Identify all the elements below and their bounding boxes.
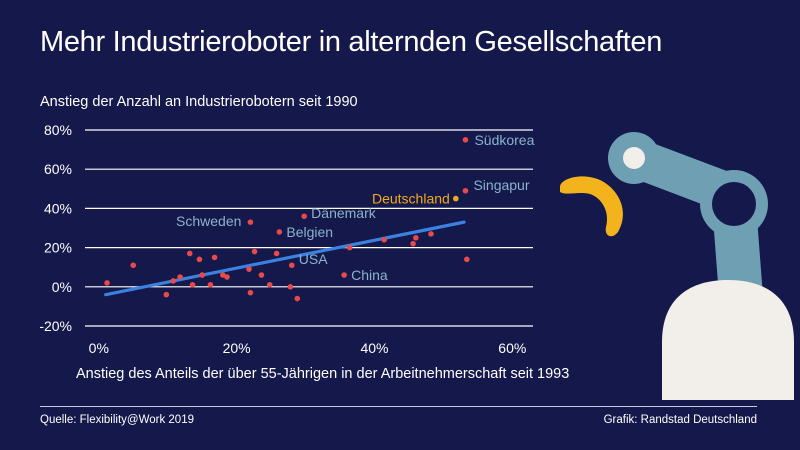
data-point [177,274,183,280]
data-point [186,250,193,257]
data-point [211,254,218,261]
point-label: Dänemark [311,205,377,221]
gripper-icon [560,176,623,237]
data-point [104,280,110,286]
point-label: China [351,267,388,283]
data-point [287,284,294,290]
x-axis-label: Anstieg des Anteils der über 55-Jährigen… [76,366,569,382]
data-point [207,282,214,288]
point-label: USA [299,251,328,267]
point-labels: Belgien Schweden USA Dänemark China Deutschla… [176,132,535,283]
footer-divider [40,406,757,407]
data-point [251,248,258,255]
data-point [273,250,280,257]
point-label: Singapur [473,177,529,193]
data-point [266,282,273,288]
page-title: Mehr Industrieroboter in alternden Gesel… [40,26,663,58]
y-tick-label: 60% [44,161,72,177]
data-point [170,278,177,284]
point-label: Südkorea [474,132,534,148]
robot-base [662,280,794,400]
trendline-group [104,220,466,297]
trendline [104,220,466,297]
y-tick-label: -20% [39,318,72,334]
data-point-belgien [276,229,283,235]
data-point [413,235,419,241]
y-tick-label: 20% [44,240,72,256]
x-tick-label: 60% [498,340,526,356]
data-point-dänemark [301,213,307,220]
data-point-china [341,272,347,278]
data-point [294,295,301,302]
x-axis-ticks: 0% 20% 40% 60% [89,340,527,356]
data-points [104,137,470,302]
robot-elbow-inner [623,147,645,169]
data-point-usa [288,262,295,269]
data-point [428,231,434,237]
y-tick-label: 0% [52,279,72,295]
data-point [247,289,254,296]
x-tick-label: 0% [89,340,109,356]
data-point [189,282,196,288]
data-point [346,244,353,251]
data-point [246,266,252,272]
data-point [258,272,265,278]
x-tick-label: 40% [360,340,388,356]
x-tick-label: 20% [223,340,251,356]
gridlines [85,129,533,327]
data-point [199,272,205,278]
data-point [410,240,416,247]
graphic-credit: Grafik: Randstad Deutschland [603,414,757,426]
data-point [163,291,170,298]
chart-subtitle: Anstieg der Anzahl an Industrierobotern … [40,94,358,110]
data-point-schweden [247,219,254,225]
source-note: Quelle: Flexibility@Work 2019 [40,414,194,426]
robot-shoulder-inner [712,182,756,226]
data-point-südkorea [462,137,469,143]
point-label: Deutschland [372,191,450,207]
data-point [381,236,387,243]
y-tick-label: 80% [44,122,72,138]
y-tick-label: 40% [44,200,72,216]
data-point [130,262,137,269]
data-point [464,256,470,263]
data-point [196,256,203,263]
data-point [224,274,230,280]
y-axis-ticks: -20% 0% 20% 40% 60% 80% [39,122,72,334]
data-point-deutschland [453,195,459,202]
point-label: Belgien [286,224,333,240]
point-label: Schweden [176,213,241,229]
data-point-singapur [462,187,469,194]
